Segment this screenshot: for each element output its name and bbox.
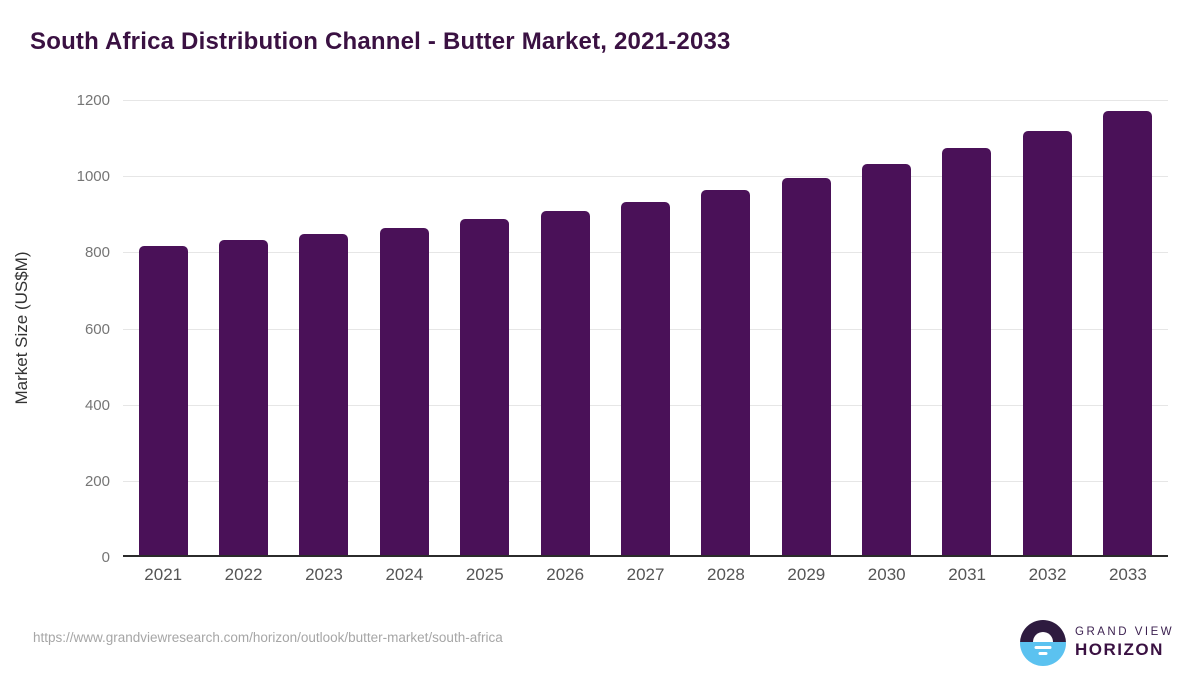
bar-2028[interactable] xyxy=(701,190,751,555)
gridline-1000 xyxy=(123,176,1168,178)
x-label-2021: 2021 xyxy=(144,565,183,584)
x-label-2025: 2025 xyxy=(465,565,504,584)
grand-view-horizon-logo: GRAND VIEW HORIZON xyxy=(1020,620,1174,666)
x-label-2033: 2033 xyxy=(1108,565,1147,584)
bar-2025[interactable] xyxy=(460,219,510,555)
bar-2030[interactable] xyxy=(862,164,912,555)
y-tick-label: 0 xyxy=(101,549,110,566)
y-tick-label: 1000 xyxy=(76,168,110,186)
x-axis-labels: 2021 2022 2023 2024 2025 2026 2027 2028 2029 2030… xyxy=(123,565,1168,585)
bar-2022[interactable] xyxy=(219,240,269,555)
y-tick-label: 800 xyxy=(84,244,110,262)
bar-2033[interactable] xyxy=(1103,111,1153,555)
bar-2032[interactable] xyxy=(1022,131,1072,555)
horizon-sun-icon xyxy=(1020,620,1066,666)
x-label-2026: 2026 xyxy=(546,565,585,584)
logo-product-name: HORIZON xyxy=(1075,640,1164,659)
bar-series xyxy=(123,100,1168,555)
y-tick-label: 1200 xyxy=(76,92,110,109)
chart-title: South Africa Distribution Channel - Butt… xyxy=(30,28,731,55)
y-tick-label: 400 xyxy=(84,396,110,414)
logo-brand-name: GRAND VIEW xyxy=(1075,626,1175,638)
gridline-1200 xyxy=(123,100,1168,101)
x-label-2028: 2028 xyxy=(707,565,745,584)
x-label-2027: 2027 xyxy=(626,565,665,584)
x-axis-line xyxy=(123,555,1168,557)
bar-2029[interactable] xyxy=(781,178,831,555)
x-label-2029: 2029 xyxy=(787,565,826,584)
bar-2027[interactable] xyxy=(620,202,670,555)
bar-2024[interactable] xyxy=(379,227,429,555)
bar-2031[interactable] xyxy=(942,148,992,555)
plot-area xyxy=(123,100,1168,557)
x-label-2023: 2023 xyxy=(305,565,343,584)
source-url: https://www.grandviewresearch.com/horizo… xyxy=(33,630,503,645)
x-label-2032: 2032 xyxy=(1028,565,1067,584)
bar-2026[interactable] xyxy=(540,210,590,555)
x-label-2024: 2024 xyxy=(385,565,424,584)
bar-2023[interactable] xyxy=(299,234,349,555)
x-label-2031: 2031 xyxy=(948,565,987,584)
bar-2021[interactable] xyxy=(138,245,188,555)
y-tick-label: 600 xyxy=(84,320,110,338)
x-label-2030: 2030 xyxy=(867,565,906,584)
y-tick-label: 200 xyxy=(84,472,110,490)
x-label-2022: 2022 xyxy=(224,565,263,584)
